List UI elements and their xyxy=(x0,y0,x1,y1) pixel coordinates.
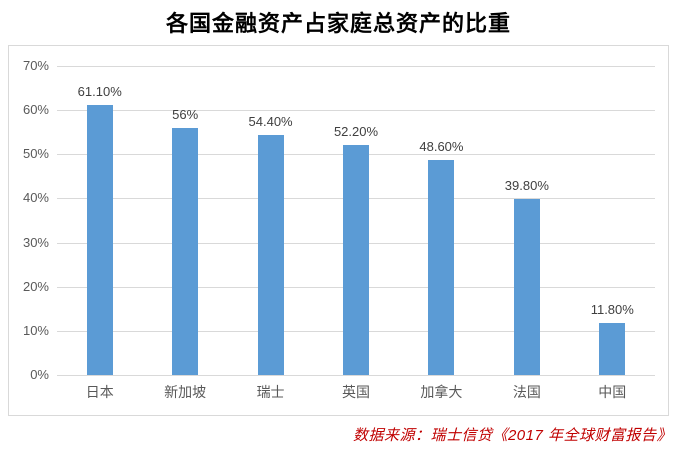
source-caption: 数据来源：瑞士信贷《2017 年全球财富报告》 xyxy=(352,427,672,444)
x-axis-category-label: 英国 xyxy=(342,384,370,400)
y-axis-tick-label: 40% xyxy=(22,190,49,206)
bar xyxy=(257,134,284,375)
plot-area: 0% 10% 20% 30% 40% 50% 60% 70% 61.10% 日本 56% 新加坡 54.… xyxy=(9,46,668,415)
bar xyxy=(599,322,626,375)
gridline xyxy=(57,66,655,67)
bar-value-label: 39.80% xyxy=(504,178,549,194)
x-axis-category-label: 加拿大 xyxy=(420,384,463,400)
bar-value-label: 61.10% xyxy=(77,84,122,100)
bar xyxy=(343,144,369,375)
y-axis-tick-label: 10% xyxy=(22,322,49,338)
x-axis-category-label: 中国 xyxy=(598,384,627,400)
y-axis-tick-label: 50% xyxy=(22,146,49,162)
y-axis-tick-label: 0% xyxy=(30,367,49,382)
y-axis-tick-label: 20% xyxy=(22,278,49,294)
gridline xyxy=(57,110,655,112)
y-axis-tick-label: 30% xyxy=(22,234,49,250)
x-axis-category-label: 法国 xyxy=(512,384,541,400)
x-axis-category-label: 瑞士 xyxy=(256,384,285,400)
bar-chart: 0% 10% 20% 30% 40% 50% 60% 70% 61.10% 日本 56% 新加坡 54.… xyxy=(8,45,669,416)
bar xyxy=(172,127,199,375)
bar xyxy=(86,105,113,375)
bar xyxy=(428,160,455,375)
y-axis-tick-label: 60% xyxy=(22,102,49,118)
y-axis-tick-label: 70% xyxy=(22,58,49,73)
x-axis-category-label: 日本 xyxy=(85,384,114,400)
bar-value-label: 56% xyxy=(172,106,199,122)
x-axis-category-label: 新加坡 xyxy=(164,384,207,400)
bar xyxy=(513,199,540,375)
bar-value-label: 52.20% xyxy=(333,123,379,139)
bar-value-label: 11.80% xyxy=(590,301,634,317)
bar-value-label: 54.40% xyxy=(248,113,293,129)
gridline xyxy=(57,375,655,376)
bar-value-label: 48.60% xyxy=(419,139,464,155)
chart-title: 各国金融资产占家庭总资产的比重 xyxy=(165,11,511,36)
